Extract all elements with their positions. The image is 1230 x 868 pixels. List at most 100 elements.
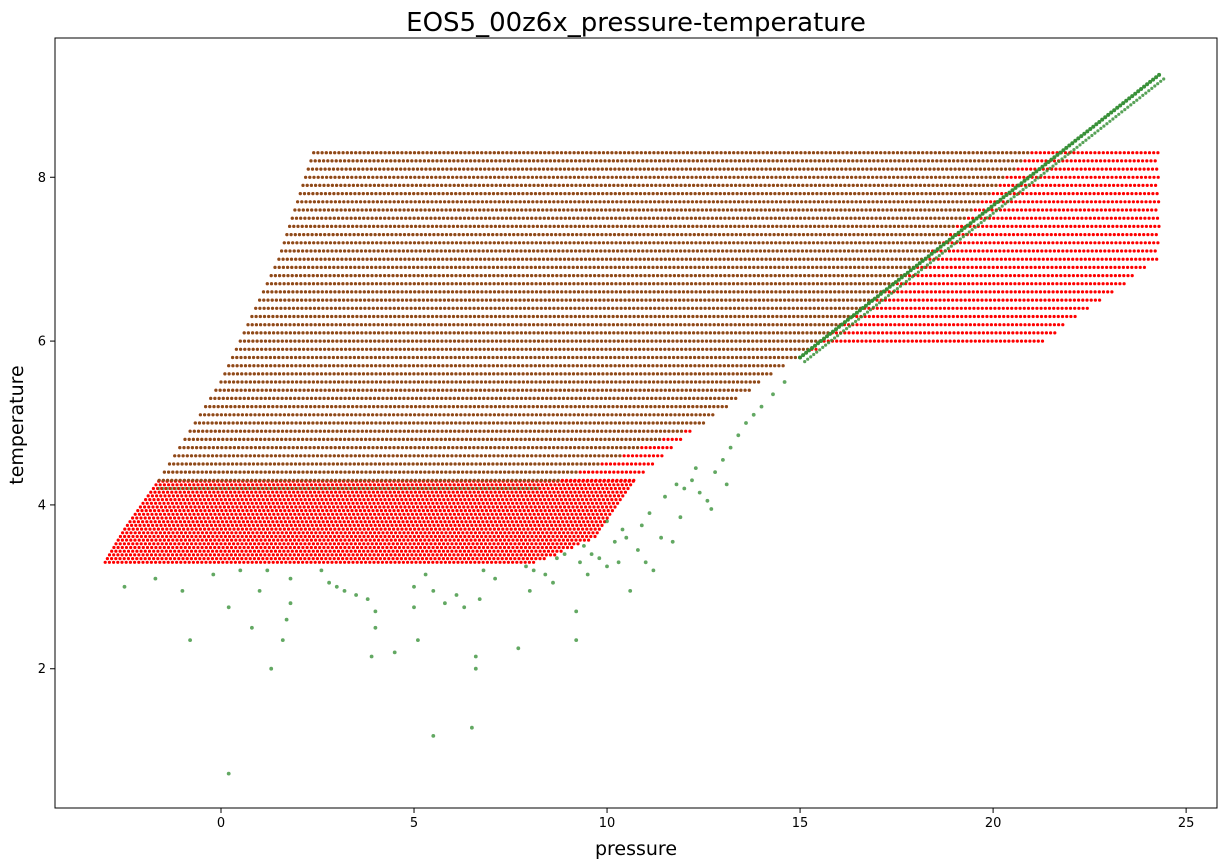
red-data-point <box>380 520 384 524</box>
red-data-point <box>573 509 577 513</box>
red-data-point <box>231 549 236 553</box>
red-data-point <box>317 560 321 564</box>
red-data-point <box>470 505 474 509</box>
red-data-point <box>266 490 270 494</box>
red-data-point <box>217 512 221 516</box>
red-data-point <box>402 483 406 487</box>
red-data-point <box>448 545 452 550</box>
red-data-point <box>616 501 620 505</box>
red-data-point <box>566 494 570 498</box>
red-data-point <box>456 538 460 542</box>
red-data-point <box>136 520 140 524</box>
red-data-point <box>234 494 238 498</box>
red-data-point <box>452 531 456 535</box>
red-data-point <box>376 520 380 524</box>
red-data-point <box>295 534 299 539</box>
red-data-point <box>280 531 284 535</box>
red-data-point <box>617 462 621 466</box>
red-data-point <box>283 509 287 513</box>
red-data-point <box>338 490 342 494</box>
red-data-point <box>198 498 202 502</box>
red-data-point <box>151 523 155 528</box>
red-data-point <box>210 505 214 509</box>
red-data-point <box>524 512 528 516</box>
red-data-point <box>184 494 188 498</box>
red-data-point <box>440 494 444 498</box>
red-data-point <box>538 557 542 561</box>
red-data-point <box>583 494 587 498</box>
red-data-point <box>503 494 507 498</box>
red-data-point <box>286 549 290 553</box>
red-data-point <box>387 527 391 531</box>
red-data-point <box>198 527 202 531</box>
red-data-point <box>350 490 354 494</box>
red-data-point <box>502 545 507 550</box>
red-data-point <box>179 483 183 487</box>
red-data-point <box>285 505 289 509</box>
red-data-point <box>584 486 588 491</box>
red-data-point <box>622 454 626 458</box>
red-data-point <box>437 549 441 553</box>
red-data-point <box>389 512 393 516</box>
red-data-point <box>410 483 414 487</box>
red-data-point <box>317 520 321 524</box>
red-data-point <box>301 538 305 542</box>
red-data-point <box>493 509 497 513</box>
red-data-point <box>477 483 481 487</box>
red-data-point <box>479 549 483 553</box>
red-data-point <box>450 516 454 520</box>
red-data-point <box>448 560 452 564</box>
red-data-point <box>219 516 223 520</box>
red-data-point <box>474 494 478 498</box>
red-data-point <box>124 553 128 557</box>
red-data-point <box>405 509 409 513</box>
red-data-point <box>438 534 442 539</box>
red-data-point <box>552 520 556 524</box>
red-data-point <box>559 516 563 520</box>
red-data-point <box>629 470 633 474</box>
red-data-point <box>147 516 151 520</box>
red-data-point <box>221 545 225 550</box>
red-data-point <box>221 501 225 505</box>
red-data-point <box>187 501 191 505</box>
red-data-point <box>360 483 364 487</box>
red-data-point <box>384 509 388 513</box>
red-data-point <box>509 527 513 531</box>
red-data-point <box>489 520 493 524</box>
red-data-point <box>551 516 555 520</box>
red-data-point <box>352 531 356 535</box>
red-data-point <box>391 534 395 539</box>
red-data-point <box>211 527 215 531</box>
red-data-point <box>508 523 512 528</box>
red-data-point <box>562 494 566 498</box>
red-data-point <box>532 483 536 487</box>
red-data-point <box>604 494 608 498</box>
red-data-point <box>558 523 562 528</box>
red-data-point <box>183 501 187 505</box>
red-data-point <box>271 560 275 564</box>
red-data-point <box>486 545 490 550</box>
red-data-point <box>565 545 570 550</box>
red-data-point <box>299 549 303 553</box>
red-data-point <box>337 527 341 531</box>
red-data-point <box>240 498 244 502</box>
red-data-point <box>492 542 496 546</box>
red-data-point <box>600 505 605 509</box>
red-data-point <box>135 542 139 546</box>
red-data-point <box>555 498 559 502</box>
red-data-point <box>280 538 284 542</box>
red-data-point <box>415 531 419 535</box>
red-data-point <box>553 538 557 542</box>
red-data-point <box>323 505 327 509</box>
red-data-point <box>590 501 595 505</box>
red-data-point <box>284 553 288 557</box>
red-data-point <box>405 490 409 494</box>
red-data-point <box>309 483 313 487</box>
red-data-point <box>498 538 502 542</box>
red-data-point <box>496 542 500 546</box>
red-data-point <box>337 509 341 513</box>
red-data-point <box>577 509 581 513</box>
red-data-point <box>595 483 599 487</box>
red-data-point <box>332 549 336 553</box>
red-data-point <box>639 454 643 458</box>
